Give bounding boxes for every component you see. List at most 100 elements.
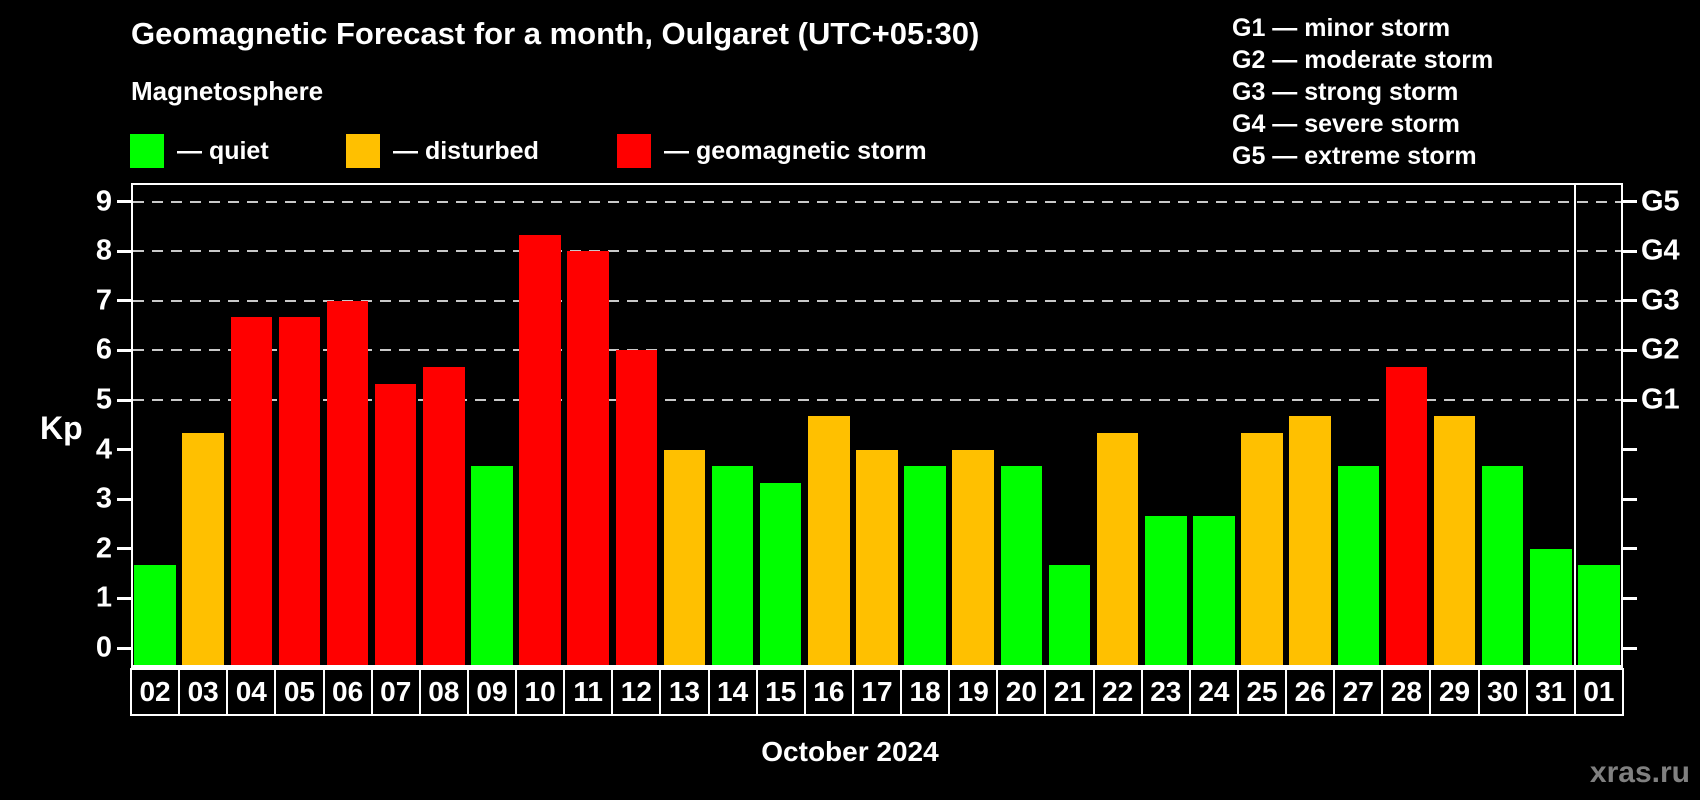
x-axis-day-label-21: 21: [1044, 668, 1095, 716]
right-axis-tick-8: [1623, 249, 1637, 253]
x-axis-day-label-12: 12: [611, 668, 662, 716]
gridline-kp-7: [133, 299, 1621, 302]
x-axis-title: October 2024: [761, 736, 939, 767]
bar-day-04: [230, 317, 273, 668]
gridline-kp-8: [133, 250, 1621, 253]
y-axis-label-4: 4: [95, 433, 112, 466]
x-axis-day-label-08: 08: [418, 668, 469, 716]
quiet-swatch-icon: [130, 134, 164, 168]
gridline-kp-5: [133, 399, 1621, 401]
y-axis-label-7: 7: [95, 284, 112, 317]
y-axis-tick-6: [117, 348, 131, 352]
right-axis-tick-5: [1623, 398, 1637, 402]
right-axis-tick-0: [1623, 646, 1637, 650]
y-axis-tick-5: [117, 398, 131, 402]
x-axis-day-label-22: 22: [1092, 668, 1143, 716]
y-axis-tick-8: [117, 249, 131, 253]
bar-day-31: [1530, 548, 1572, 668]
bar-day-24: [1193, 515, 1235, 668]
bar-day-15: [759, 482, 802, 668]
right-axis-label-g4: G4: [1641, 234, 1680, 267]
storm-scale-item-g5: G5 — extreme storm: [1232, 142, 1477, 170]
bar-day-11: [567, 251, 609, 668]
storm-scale-item-g3: G3 — strong storm: [1232, 78, 1459, 106]
bar-day-06: [326, 300, 369, 668]
storm-scale-item-g1: G1 — minor storm: [1232, 14, 1451, 42]
x-axis-day-label-20: 20: [996, 668, 1047, 716]
bar-day-21: [1048, 565, 1091, 668]
right-axis-tick-3: [1623, 497, 1637, 501]
x-axis-day-label-03: 03: [178, 668, 229, 716]
x-axis-day-label-09: 09: [466, 668, 518, 716]
right-axis-label-g3: G3: [1641, 284, 1680, 317]
bar-day-19: [952, 449, 994, 668]
x-axis-day-label-29: 29: [1429, 668, 1480, 716]
bar-day-30: [1481, 465, 1524, 668]
month-separator-line: [1573, 183, 1576, 668]
plot-border-bottom: [131, 665, 1623, 668]
x-axis-day-label-16: 16: [803, 668, 854, 716]
bar-day-27: [1337, 465, 1380, 668]
legend-label-disturbed: — disturbed: [393, 137, 539, 165]
legend-label-quiet: — quiet: [177, 137, 269, 165]
x-axis-day-label-28: 28: [1381, 668, 1432, 716]
right-axis-tick-9: [1623, 200, 1637, 204]
x-axis-day-label-24: 24: [1188, 668, 1239, 716]
bar-day-26: [1289, 416, 1331, 668]
disturbed-swatch-icon: [346, 134, 380, 168]
x-axis-day-label-10: 10: [515, 668, 566, 716]
plot-area: [131, 183, 1623, 668]
page-title: Geomagnetic Forecast for a month, Oulgar…: [131, 16, 980, 51]
right-axis-tick-7: [1623, 299, 1637, 303]
x-axis-day-label-23: 23: [1140, 668, 1191, 716]
x-axis-day-label-02: 02: [130, 668, 181, 716]
right-axis-label-g5: G5: [1641, 185, 1680, 218]
right-axis-label-g2: G2: [1641, 333, 1680, 366]
bar-day-02: [134, 565, 176, 668]
bar-day-17: [856, 449, 898, 668]
x-axis-day-label-27: 27: [1333, 668, 1384, 716]
bar-day-23: [1145, 515, 1187, 668]
y-axis-tick-4: [117, 448, 131, 452]
watermark: xras.ru: [1589, 756, 1690, 789]
x-axis-day-label-05: 05: [274, 668, 325, 716]
x-axis-day-label-06: 06: [322, 668, 373, 716]
y-axis-label-8: 8: [95, 234, 112, 267]
storm-scale-item-g2: G2 — moderate storm: [1232, 46, 1494, 74]
storm-scale-legend: G1 — minor storm G2 — moderate storm G3 …: [1232, 12, 1493, 172]
x-axis-day-label-04: 04: [226, 668, 277, 716]
bar-day-29: [1433, 416, 1476, 668]
x-axis-day-label-14: 14: [707, 668, 758, 716]
y-axis-label-0: 0: [95, 631, 112, 664]
right-axis-tick-1: [1623, 596, 1637, 600]
storm-swatch-icon: [617, 134, 651, 168]
x-axis-day-label-26: 26: [1285, 668, 1336, 716]
right-axis-tick-4: [1623, 448, 1637, 452]
right-axis-label-g1: G1: [1641, 383, 1680, 416]
bar-day-03: [182, 433, 224, 668]
right-axis-tick-2: [1623, 547, 1637, 551]
x-axis-day-label-11: 11: [563, 668, 614, 716]
bar-day-20: [1000, 465, 1043, 668]
y-axis-tick-9: [117, 200, 131, 204]
bar-day-13: [663, 449, 706, 668]
bar-day-01: [1578, 565, 1620, 668]
plot-border-left: [131, 183, 133, 668]
right-axis-tick-6: [1623, 348, 1637, 352]
plot-border-top: [131, 183, 1623, 185]
gridline-kp-9: [133, 200, 1621, 203]
gridline-kp-6: [133, 349, 1621, 352]
bar-day-22: [1096, 433, 1139, 668]
bar-day-09: [471, 465, 513, 668]
chart-subtitle: Magnetosphere: [131, 76, 324, 106]
y-axis-label-5: 5: [95, 383, 112, 416]
bar-day-10: [519, 234, 561, 668]
x-axis-day-label-19: 19: [948, 668, 999, 716]
y-axis-tick-2: [117, 547, 131, 551]
bar-day-12: [615, 350, 658, 668]
y-axis-tick-1: [117, 596, 131, 600]
x-axis-day-label-15: 15: [755, 668, 806, 716]
y-axis-label-1: 1: [95, 581, 112, 614]
bar-day-16: [808, 416, 850, 668]
